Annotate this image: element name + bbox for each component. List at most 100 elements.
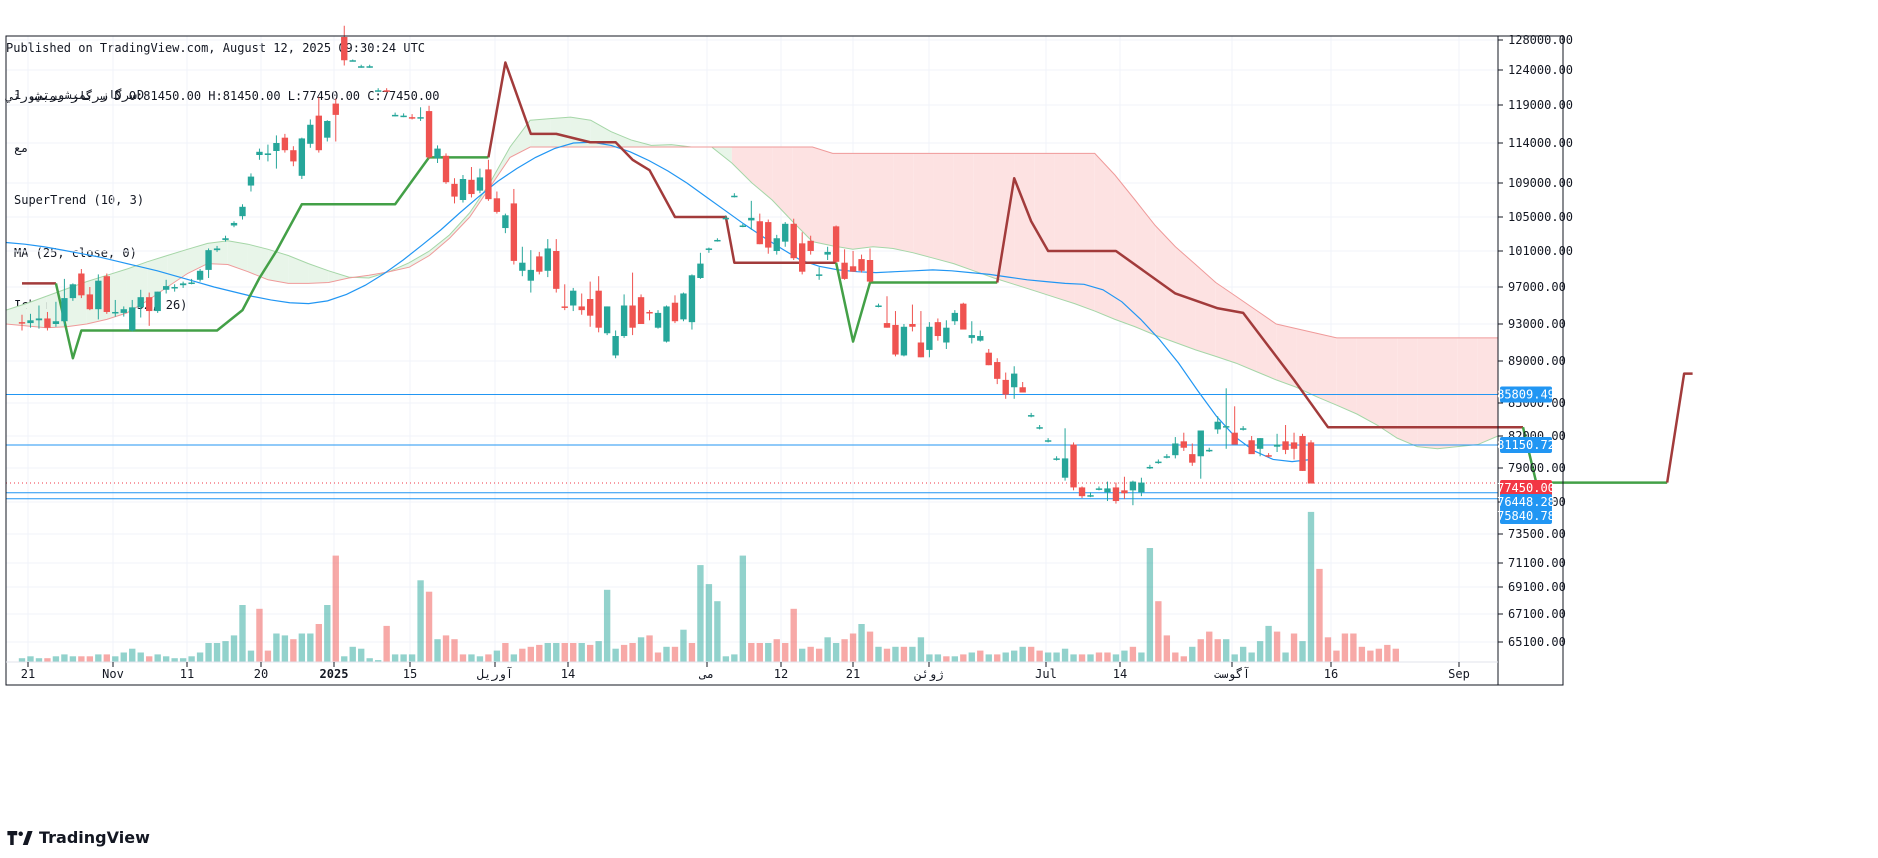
volume-bar xyxy=(1265,625,1272,662)
volume-bar xyxy=(1367,650,1374,662)
volume-bar xyxy=(714,601,721,662)
cloud-segment xyxy=(106,269,127,320)
volume-bar xyxy=(1044,652,1052,662)
volume-bar xyxy=(1011,650,1018,662)
volume-bar xyxy=(603,589,611,662)
volume-bar xyxy=(137,652,144,662)
volume-bar xyxy=(493,650,501,662)
cloud-segment xyxy=(913,153,934,259)
cloud-segment xyxy=(1155,225,1176,343)
candle-body xyxy=(765,222,772,248)
volume-bar xyxy=(790,608,797,662)
volume-bar xyxy=(1273,631,1281,662)
candle-body xyxy=(756,221,763,245)
candle-body xyxy=(1011,373,1018,388)
volume-bar xyxy=(374,660,382,662)
volume-bar xyxy=(383,625,390,662)
volume-bar xyxy=(349,646,356,662)
cloud-segment xyxy=(510,120,531,158)
volume-bar xyxy=(1087,654,1094,662)
volume-bar xyxy=(52,656,60,662)
cloud-segment xyxy=(973,153,994,278)
candle-body xyxy=(578,306,585,311)
volume-bar xyxy=(1384,644,1391,662)
cloud-segment xyxy=(1195,264,1216,357)
candle-body xyxy=(917,342,925,358)
time-axis[interactable]: 21 Nov 11 20 2025 15 آوريل 14 مى 12 21 ژوئن Jul 14 آگو… xyxy=(21,662,1470,682)
x-tick-label: 21 xyxy=(21,667,35,681)
cloud-segment xyxy=(1397,337,1418,447)
volume-bar xyxy=(476,656,484,662)
candle-body xyxy=(799,243,806,272)
candle-body xyxy=(18,322,26,324)
volume-bar xyxy=(324,605,331,662)
volume-bar xyxy=(612,648,619,662)
volume-bar xyxy=(748,643,755,662)
cloud-segment xyxy=(1377,337,1398,439)
volume-bar xyxy=(273,633,280,662)
cloud-segment xyxy=(590,120,611,147)
volume-bar xyxy=(307,633,314,662)
cloud-segment xyxy=(993,153,1015,285)
volume-bar xyxy=(129,648,136,662)
supertrend-segment xyxy=(487,61,837,264)
volume-bar xyxy=(213,643,221,662)
y-tick-label: 101000.00 xyxy=(1508,244,1573,258)
candle-body xyxy=(926,326,933,350)
volume-bar xyxy=(544,643,551,662)
cloud-segment xyxy=(792,147,813,242)
cloud-segment xyxy=(288,255,309,284)
chart-border xyxy=(5,35,1564,686)
cloud-segment xyxy=(1074,153,1095,312)
chart-grid xyxy=(6,36,1498,662)
candle-body xyxy=(290,150,297,162)
candle-body xyxy=(230,222,238,226)
volume-bar xyxy=(731,654,738,662)
volume-bar xyxy=(1256,641,1264,662)
candle-body xyxy=(324,120,331,138)
legend-symbol[interactable]: سرگاز بمبشورتي, 1D xyxy=(14,88,145,102)
y-tick-label: 128000.00 xyxy=(1508,33,1573,47)
candle-body xyxy=(425,111,433,158)
legend-supertrend[interactable]: SuperTrend (10, 3) xyxy=(14,193,145,207)
candle-body xyxy=(256,151,263,155)
volume-bar xyxy=(485,654,492,662)
candle-body xyxy=(434,148,441,159)
volume-bar xyxy=(510,654,518,662)
cloud-segment xyxy=(1054,153,1075,304)
candle-body xyxy=(129,307,136,331)
volume-bar xyxy=(909,646,916,662)
volume-bar xyxy=(1121,650,1128,662)
supertrend-segment xyxy=(1665,372,1693,483)
volume-bar xyxy=(629,643,636,662)
x-tick-label: 15 xyxy=(403,667,417,681)
y-tick-label: 65100.00 xyxy=(1508,635,1566,649)
candle-body xyxy=(934,322,942,337)
volume-bar xyxy=(705,584,713,662)
candle-body xyxy=(1273,444,1281,447)
candle-body xyxy=(239,206,246,217)
candle-body xyxy=(349,60,356,62)
volume-bar xyxy=(892,646,899,662)
volume-bar xyxy=(408,654,416,662)
candle-body xyxy=(1019,387,1026,393)
candle-body xyxy=(459,179,467,200)
y-tick-label: 67100.00 xyxy=(1508,607,1566,621)
volume-bar xyxy=(943,656,950,662)
candle-body xyxy=(442,155,450,183)
volume-bar xyxy=(154,654,161,662)
tradingview-brand[interactable]: TradingView xyxy=(6,828,150,847)
x-tick-label: 16 xyxy=(1324,667,1338,681)
volume-bar xyxy=(1206,631,1213,662)
candle-body xyxy=(1197,430,1204,457)
volume-bar xyxy=(807,646,814,662)
candle-body xyxy=(468,179,475,195)
volume-bar xyxy=(1163,635,1171,662)
volume-bar xyxy=(162,656,170,662)
cloud-segment xyxy=(6,303,27,326)
candle-body xyxy=(748,217,755,221)
price-axis[interactable]: 128000.00 124000.00 119000.00 114000.00 1090… xyxy=(1498,33,1573,649)
volume-bar xyxy=(756,643,763,662)
